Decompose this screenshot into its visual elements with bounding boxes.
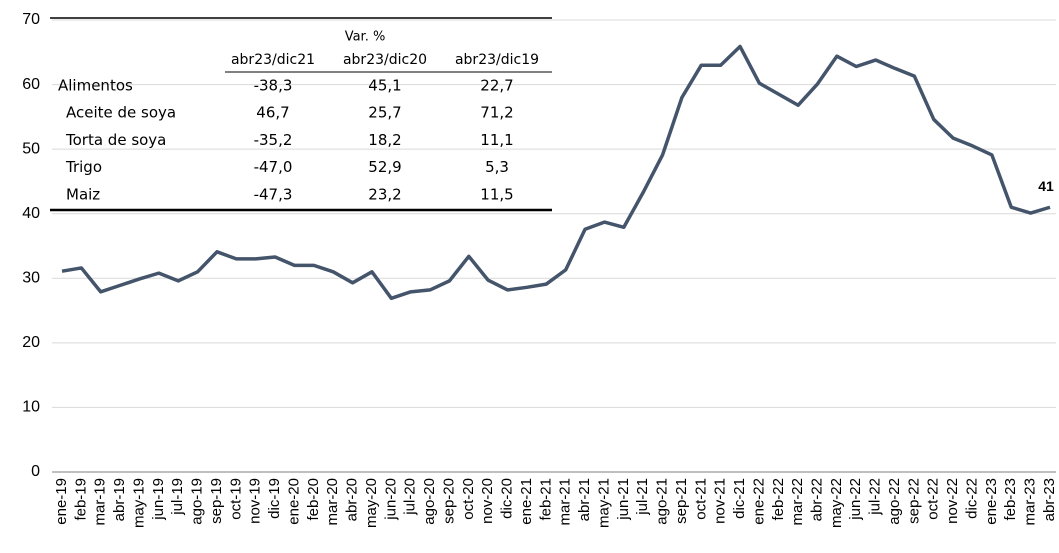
x-tick-label: oct-20 [460,478,477,520]
x-tick-label: nov-22 [944,478,961,524]
x-tick-label: may-19 [130,478,147,528]
y-tick-label: 40 [22,205,40,222]
x-tick-label: dic-20 [499,478,516,519]
x-tick-label: jul-22 [867,478,884,516]
x-tick-label: jul-21 [634,478,651,516]
x-tick-label: sep-22 [905,478,922,524]
table-row-label: Trigo [65,158,102,176]
y-tick-label: 70 [22,11,40,28]
table-cell: 11,5 [480,185,513,203]
x-tick-label: feb-23 [1002,478,1019,521]
y-tick-label: 30 [22,270,40,287]
x-tick-label: jun-21 [615,478,632,521]
table-cell: 25,7 [368,104,401,122]
table-cell: 23,2 [368,185,401,203]
table-column-header: abr23/dic20 [343,52,427,68]
table-row-label: Torta de soya [65,131,166,149]
x-tick-label: jul-19 [169,478,186,516]
x-tick-label: jun-19 [150,478,167,521]
x-tick-label: oct-19 [227,478,244,520]
x-tick-label: oct-22 [925,478,942,520]
table-column-header: abr23/dic21 [231,52,315,68]
x-tick-label: feb-21 [537,478,554,521]
x-tick-label: dic-21 [731,478,748,519]
x-tick-label: ene-19 [53,478,70,525]
x-tick-label: mar-23 [1022,478,1039,526]
table-cell: -47,0 [254,158,293,176]
x-tick-label: abr-20 [344,478,361,521]
x-tick-label: may-22 [828,478,845,528]
table-cell: -38,3 [254,77,293,95]
table-row-label: Alimentos [58,77,133,95]
table-column-header: abr23/dic19 [455,52,539,68]
x-tick-label: sep-21 [673,478,690,524]
table-cell: -35,2 [254,131,293,149]
x-tick-label: jul-20 [402,478,419,516]
table-cell: 22,7 [480,77,513,95]
y-tick-label: 50 [22,140,40,157]
x-tick-label: oct-21 [692,478,709,520]
x-tick-label: ene-20 [285,478,302,525]
x-tick-label: ene-21 [518,478,535,525]
x-tick-label: ago-21 [654,478,671,525]
data-line [61,44,1051,301]
table-cell: 71,2 [480,104,513,122]
x-tick-label: jun-22 [847,478,864,521]
x-tick-label: mar-20 [324,478,341,526]
y-tick-label: 20 [22,334,40,351]
x-tick-label: nov-21 [712,478,729,524]
x-tick-label: abr-23 [1041,478,1058,521]
table-cell: 45,1 [368,77,401,95]
x-tick-label: dic-19 [266,478,283,519]
x-tick-label: nov-19 [247,478,264,524]
x-tick-label: may-20 [363,478,380,528]
x-tick-label: mar-21 [557,478,574,526]
x-tick-label: jun-20 [382,478,399,521]
y-tick-label: 0 [31,463,40,480]
table-row-label: Maiz [66,185,100,203]
x-tick-label: mar-19 [92,478,109,526]
table-cell: 52,9 [368,158,401,176]
table-cell: 11,1 [480,131,513,149]
x-tick-label: feb-22 [770,478,787,521]
x-tick-label: ago-22 [886,478,903,525]
x-tick-label: may-21 [595,478,612,528]
x-tick-label: feb-20 [305,478,322,521]
table-cell: 18,2 [368,131,401,149]
x-tick-label: abr-19 [111,478,128,521]
x-tick-label: nov-20 [479,478,496,524]
x-tick-label: sep-19 [208,478,225,524]
x-tick-label: feb-19 [72,478,89,521]
table-cell: 46,7 [256,104,289,122]
x-tick-label: ene-23 [983,478,1000,525]
y-tick-label: 10 [22,399,40,416]
x-tick-label: mar-22 [789,478,806,526]
table-group-header: Var. % [345,30,386,45]
table-cell: -47,3 [254,185,293,203]
x-tick-label: ene-22 [750,478,767,525]
table-row-label: Aceite de soya [66,104,176,122]
y-tick-label: 60 [22,76,40,93]
x-tick-label: abr-21 [576,478,593,521]
table-cell: 5,3 [485,158,509,176]
x-tick-label: sep-20 [440,478,457,524]
x-tick-label: abr-22 [808,478,825,521]
x-tick-label: ago-19 [189,478,206,525]
x-tick-label: ago-20 [421,478,438,525]
x-tick-label: dic-22 [963,478,980,519]
data-label: 41 [1038,178,1054,194]
